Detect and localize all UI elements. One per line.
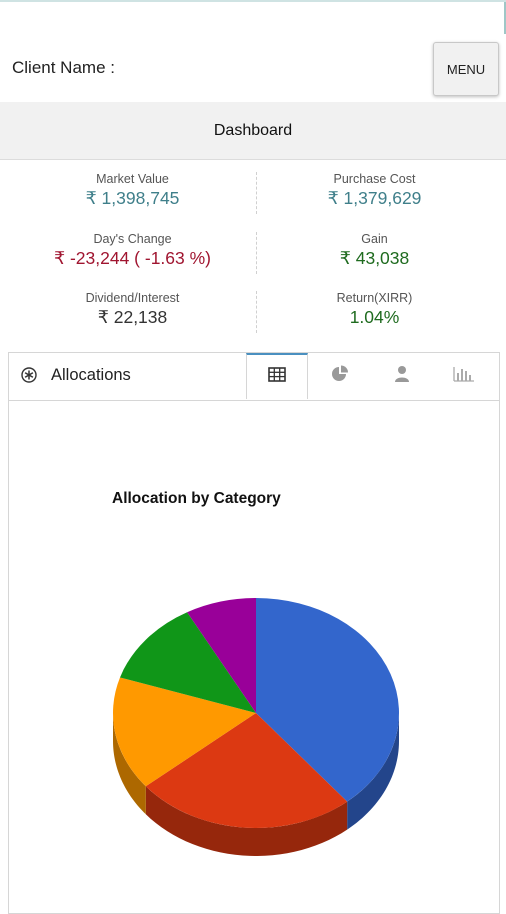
pie-slice-5: [187, 598, 256, 713]
gain-stat: Gain ₹ 43,038: [248, 232, 501, 269]
stat-divider: [256, 291, 257, 333]
top-strip: [0, 0, 506, 36]
asterisk-circle-icon: [21, 367, 37, 383]
purchase-cost-stat: Purchase Cost ₹ 1,379,629: [248, 172, 501, 209]
return-label: Return(XIRR): [336, 291, 413, 305]
top-strip-edge: [504, 2, 506, 36]
pie-slice-1: [256, 598, 399, 802]
tab-person[interactable]: [371, 353, 433, 400]
market-value-label: Market Value: [96, 172, 169, 186]
pie-slice-4: [120, 612, 256, 713]
tab-table[interactable]: [246, 353, 308, 399]
tab-bar-chart[interactable]: [433, 353, 495, 400]
menu-button[interactable]: MENU: [433, 42, 499, 96]
chart-area: Allocation by Category: [23, 411, 485, 911]
pie-chart-icon: [331, 365, 349, 388]
days-change-value: ₹ -23,244 ( -1.63 %): [53, 248, 212, 268]
dividend-stat: Dividend/Interest ₹ 22,138: [6, 291, 259, 328]
pie-slice-side: [347, 713, 399, 830]
gain-value: ₹ 43,038: [339, 248, 410, 268]
pie-slice-3: [113, 677, 257, 787]
dashboard-title: Dashboard: [0, 102, 506, 160]
gain-label: Gain: [361, 232, 388, 246]
market-value-value: ₹ 1,398,745: [85, 188, 180, 208]
stat-divider: [256, 172, 257, 214]
allocations-panel: Allocations: [8, 352, 500, 914]
chart-title: Allocation by Category: [112, 490, 281, 507]
allocations-title: Allocations: [51, 366, 131, 384]
client-bar: Client Name : . MENU: [0, 34, 506, 110]
stat-divider: [256, 232, 257, 274]
days-change-label: Day's Change: [93, 232, 172, 246]
table-icon: [268, 367, 286, 387]
person-icon: [394, 365, 410, 388]
pie-slice-2: [145, 713, 348, 828]
pie-slice-side: [145, 786, 348, 856]
return-value: 1.04%: [349, 307, 400, 327]
dividend-label: Dividend/Interest: [85, 291, 180, 305]
dividend-value: ₹ 22,138: [97, 307, 168, 327]
purchase-cost-value: ₹ 1,379,629: [327, 188, 422, 208]
days-change-stat: Day's Change ₹ -23,244 ( -1.63 %): [6, 232, 259, 269]
market-value-stat: Market Value ₹ 1,398,745: [6, 172, 259, 209]
return-stat: Return(XIRR) 1.04%: [248, 291, 501, 328]
bar-chart-icon: [453, 366, 475, 387]
pie-slice-side: [113, 713, 146, 815]
allocations-header: Allocations: [9, 353, 499, 401]
tab-pie-chart[interactable]: [309, 353, 371, 400]
client-name-label: Client Name :: [12, 58, 115, 77]
stats-grid: Market Value ₹ 1,398,745 Purchase Cost ₹…: [0, 160, 506, 346]
purchase-cost-label: Purchase Cost: [333, 172, 416, 186]
allocation-pie-chart: [113, 598, 399, 856]
